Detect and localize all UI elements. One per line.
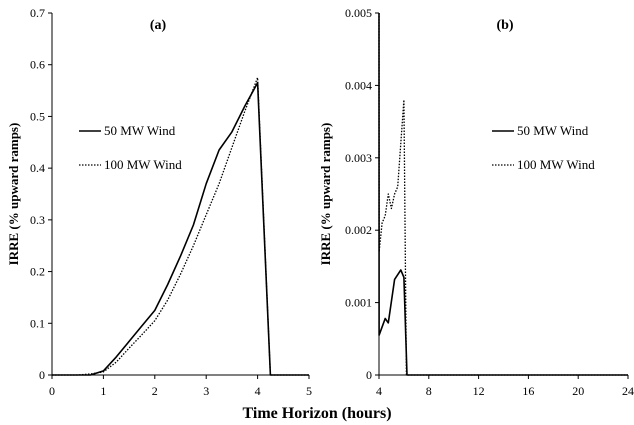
- panel-a-xtick-label: 4: [255, 384, 261, 398]
- panel-b-ytick-label: 0.005: [345, 6, 372, 20]
- panel-b-xtick-label: 24: [622, 384, 634, 398]
- panel-a-series-100mw-line: [52, 78, 309, 375]
- panel-b-xtick-label: 20: [572, 384, 584, 398]
- panel-b-xtick-label: 16: [522, 384, 534, 398]
- panel-b-ytick-label: 0: [366, 368, 372, 382]
- panel-b-series-100mw-line: [379, 13, 628, 375]
- panel-a-legend-label-100mw: 100 MW Wind: [104, 157, 182, 172]
- panel-a-ytick-label: 0.3: [30, 213, 45, 227]
- panel-b-legend-label-50mw: 50 MW Wind: [517, 123, 589, 138]
- panel-b-xtick-label: 4: [376, 384, 382, 398]
- panel-b-legend: 50 MW Wind 100 MW Wind: [492, 123, 595, 172]
- panel-b-xtick-label: 8: [426, 384, 432, 398]
- panel-b-ytick-label: 0.003: [345, 151, 372, 165]
- panel-a-ytick-label: 0.1: [30, 316, 45, 330]
- panel-b-ytick-label: 0.004: [345, 78, 372, 92]
- panel-a-ytick-label: 0.7: [30, 6, 45, 20]
- panel-a-ytick-label: 0.6: [30, 58, 45, 72]
- panel-a-legend-label-50mw: 50 MW Wind: [104, 123, 176, 138]
- panel-a-ytick-label: 0: [39, 368, 45, 382]
- panel-b-ylabel: IRRE (% upward ramps): [318, 123, 333, 266]
- panel-b-series-50mw-line: [379, 13, 628, 375]
- panel-b-ytick-label: 0.002: [345, 223, 372, 237]
- shared-x-axis-label: Time Horizon (hours): [242, 405, 391, 422]
- panel-b: 0 0.001 0.002 0.003 0.004 0.005 4 8 12 16 20 24 (b…: [318, 6, 634, 398]
- panel-a-xtick-label: 3: [203, 384, 209, 398]
- panel-a-xtick-label: 2: [152, 384, 158, 398]
- panel-a-legend: 50 MW Wind 100 MW Wind: [79, 123, 182, 172]
- panel-b-legend-label-100mw: 100 MW Wind: [517, 157, 595, 172]
- panel-a-ytick-label: 0.2: [30, 265, 45, 279]
- panel-a-series-50mw-line: [52, 83, 309, 375]
- panel-a-label: (a): [150, 18, 167, 33]
- panel-a-ytick-label: 0.5: [30, 109, 45, 123]
- panel-a-ylabel: IRRE (% upward ramps): [6, 123, 21, 266]
- panel-b-label: (b): [496, 18, 513, 33]
- panel-b-xtick-label: 12: [473, 384, 485, 398]
- panel-a-ytick-label: 0.4: [30, 161, 45, 175]
- panel-b-ytick-label: 0.001: [345, 296, 372, 310]
- panel-a-xtick-label: 1: [100, 384, 106, 398]
- panel-a-xtick-label: 0: [49, 384, 55, 398]
- panel-a: 0 0.1 0.2 0.3 0.4 0.5 0.6 0.7 0 1 2 3 4 5 (a) IRRE (…: [6, 6, 312, 398]
- panel-a-xtick-label: 5: [306, 384, 312, 398]
